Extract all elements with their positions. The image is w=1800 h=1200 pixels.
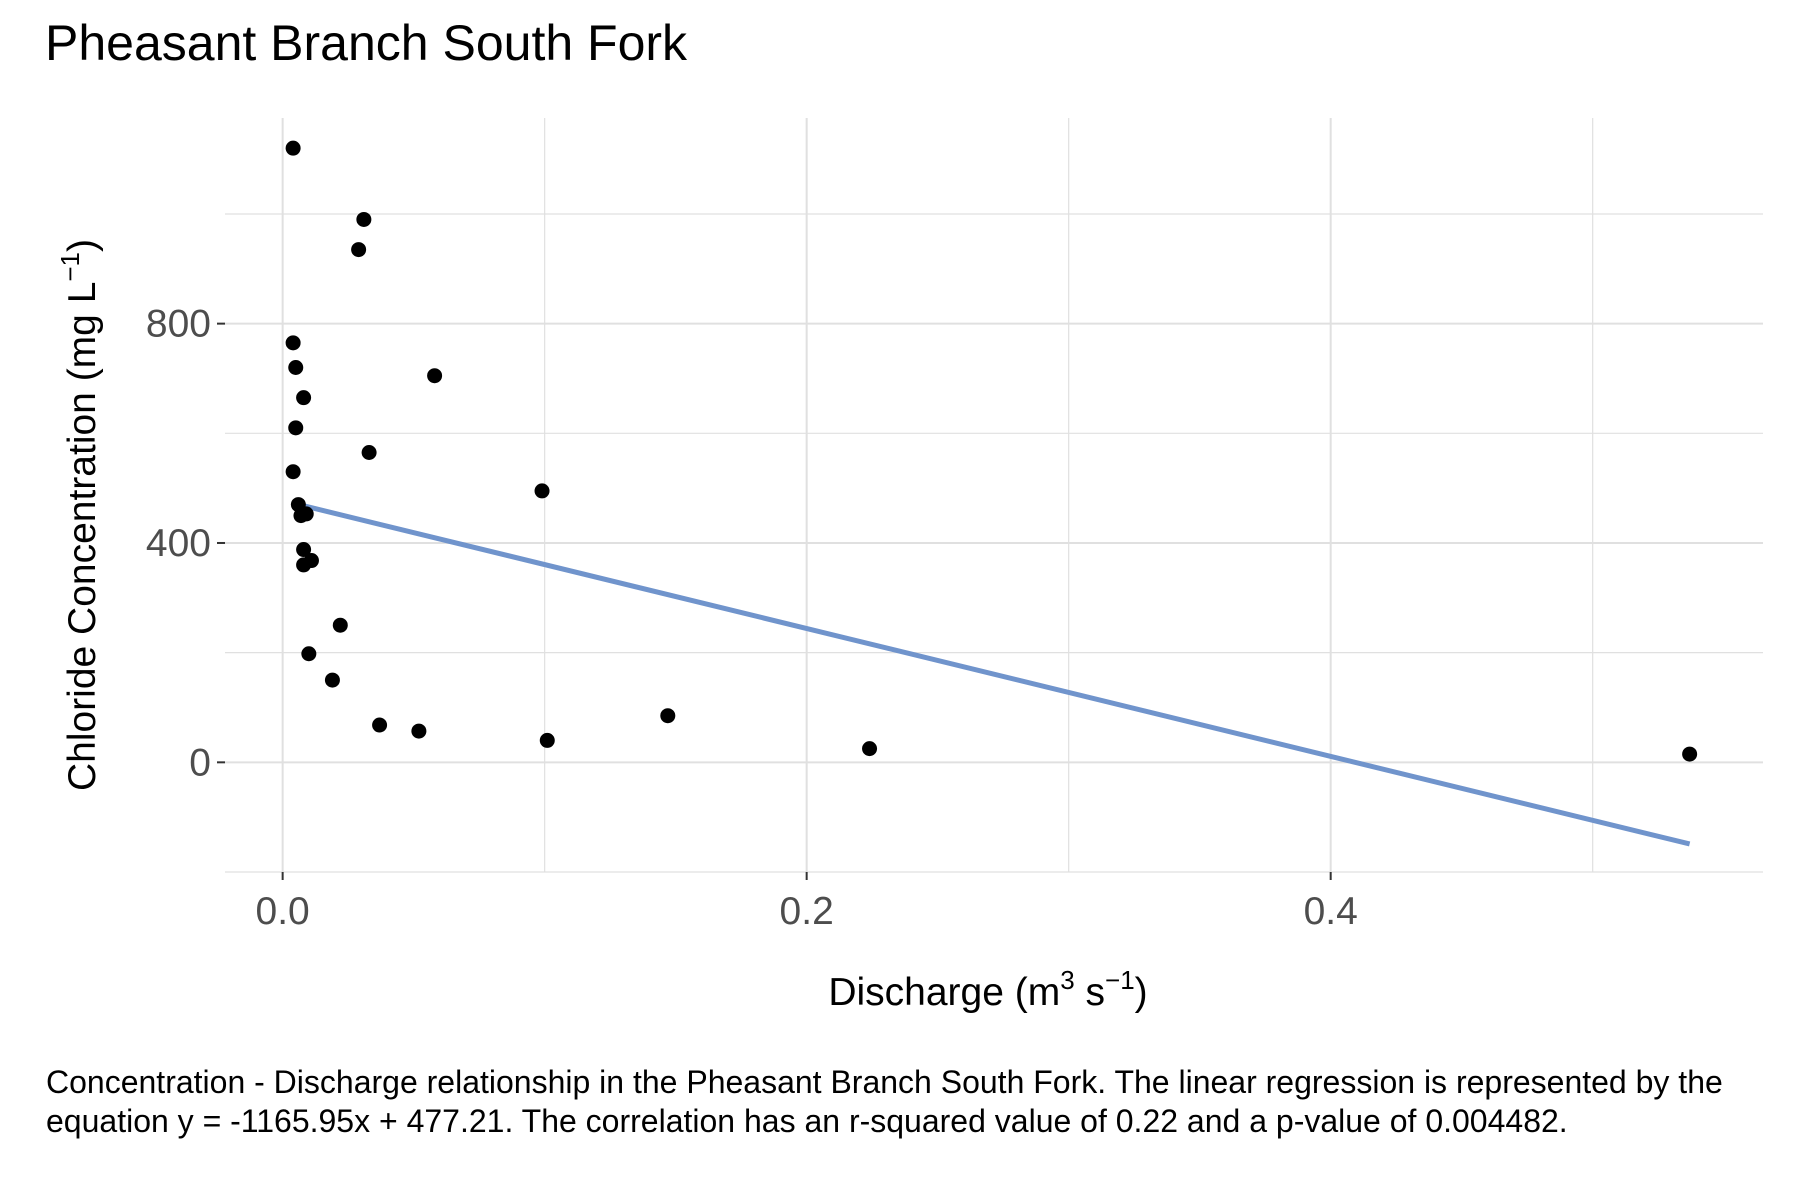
data-point [427, 368, 443, 384]
x-axis-title: Discharge (m3 s−1) [828, 965, 1147, 1014]
data-point [660, 708, 676, 724]
data-point [324, 672, 340, 688]
data-point [298, 506, 314, 522]
x-tick-label: 0.0 [256, 890, 310, 933]
data-point [288, 420, 304, 436]
data-point [539, 732, 555, 748]
data-point [862, 741, 878, 757]
data-point [1682, 746, 1698, 762]
figure-caption: Concentration - Discharge relationship i… [46, 1064, 1723, 1139]
y-tick-label: 0 [189, 741, 211, 784]
data-point [351, 242, 367, 258]
scatter-plot: 0.0 0.2 0.4 0 400 800 Discharge (m3 s−1) Chlo… [55, 118, 1763, 1014]
y-tick-label: 800 [146, 303, 211, 346]
data-point [296, 542, 312, 558]
data-point [288, 360, 304, 376]
data-point [296, 557, 312, 573]
chart-title: Pheasant Branch South Fork [45, 15, 688, 71]
data-point [372, 717, 388, 733]
data-point [356, 211, 372, 227]
data-point [361, 445, 377, 461]
x-tick-label: 0.2 [780, 890, 834, 933]
x-tick-label: 0.4 [1304, 890, 1358, 933]
regression-line [292, 500, 1691, 847]
data-point [411, 723, 427, 739]
data-point [301, 646, 317, 662]
data-point [285, 464, 301, 480]
y-tick-label: 400 [146, 522, 211, 565]
data-point [296, 390, 312, 406]
data-point [332, 617, 348, 633]
data-point [285, 140, 301, 156]
data-point [534, 483, 550, 499]
data-point [285, 335, 301, 351]
y-axis-title: Chloride Concentration (mg L−1) [55, 239, 104, 791]
